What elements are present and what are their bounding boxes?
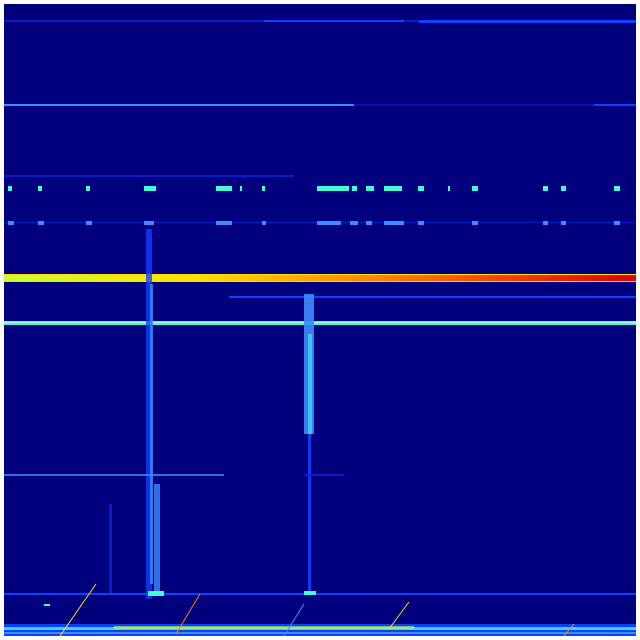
pulse-mark xyxy=(561,186,566,191)
harmonic-line xyxy=(419,20,636,23)
pulse-mark xyxy=(86,186,90,191)
pulse-mark xyxy=(366,186,374,191)
harmonic-line xyxy=(4,593,636,595)
pulse-mark xyxy=(317,186,349,191)
spectrogram-background xyxy=(4,4,636,636)
transient-streak xyxy=(154,484,160,594)
transient-hotspot xyxy=(304,591,316,595)
pulse-mark xyxy=(352,186,357,191)
transient-streak xyxy=(308,434,311,594)
pulse-mark xyxy=(384,221,404,225)
pulse-mark xyxy=(418,186,424,191)
pulse-mark xyxy=(561,221,566,225)
transient-hotspot xyxy=(148,591,164,596)
spectrogram-image xyxy=(4,4,636,636)
transient-streak xyxy=(308,334,312,434)
harmonic-line xyxy=(4,474,224,476)
chirp-line xyxy=(59,583,97,636)
pulse-mark xyxy=(8,221,14,225)
harmonic-line xyxy=(4,322,636,323)
pulse-mark xyxy=(472,221,478,225)
pulse-mark xyxy=(144,186,156,191)
pulse-mark xyxy=(262,221,266,225)
pulse-mark xyxy=(8,186,12,191)
pulse-mark xyxy=(86,221,92,225)
transient-streak xyxy=(109,504,112,594)
pulse-mark xyxy=(543,186,548,191)
pulse-mark xyxy=(216,186,232,191)
pulse-mark xyxy=(366,221,372,225)
low-frequency-band xyxy=(4,632,636,634)
pulse-mark xyxy=(216,221,232,225)
pulse-mark xyxy=(543,221,548,225)
chirp-line xyxy=(175,593,201,635)
pulse-mark xyxy=(350,221,358,225)
chirp-line xyxy=(388,601,410,630)
pulse-mark xyxy=(38,221,44,225)
harmonic-line xyxy=(264,20,404,22)
chirp-line xyxy=(563,623,575,636)
harmonic-line xyxy=(4,175,294,177)
pulse-mark xyxy=(144,221,154,225)
harmonic-line xyxy=(304,474,344,476)
chirp-line xyxy=(283,603,305,636)
pulse-mark xyxy=(472,186,478,191)
pulse-mark xyxy=(384,186,402,191)
pulse-mark xyxy=(317,221,341,225)
pulse-mark xyxy=(614,186,620,191)
dominant-tone-band xyxy=(4,275,636,281)
pulse-mark xyxy=(240,186,242,191)
pulse-mark xyxy=(418,221,424,225)
spectrogram-canvas xyxy=(4,4,636,636)
harmonic-line xyxy=(354,104,636,106)
transient-hotspot xyxy=(44,604,50,606)
harmonic-line xyxy=(4,104,354,106)
low-frequency-band xyxy=(114,626,414,629)
transient-streak xyxy=(150,284,153,584)
pulse-mark xyxy=(262,186,265,191)
harmonic-line xyxy=(594,104,636,106)
pulse-mark xyxy=(448,186,450,191)
pulse-mark xyxy=(614,221,620,225)
transient-streak xyxy=(146,229,152,599)
harmonic-line xyxy=(229,296,636,298)
pulse-mark xyxy=(38,186,42,191)
